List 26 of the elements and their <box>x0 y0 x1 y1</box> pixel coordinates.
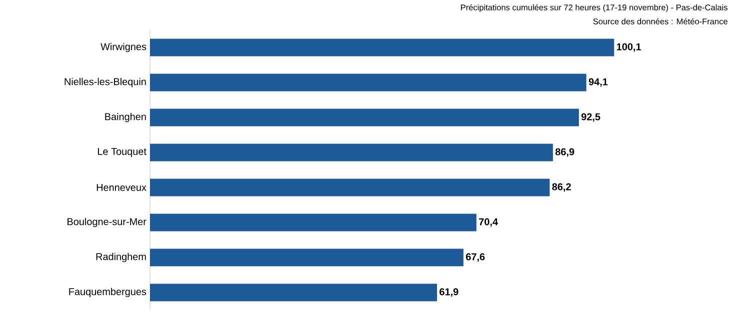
data-label: 94,1 <box>588 78 608 87</box>
bar <box>150 214 476 232</box>
bar <box>150 108 579 126</box>
bar <box>150 144 553 162</box>
data-label: 100,1 <box>616 43 641 52</box>
data-label: 86,9 <box>555 148 574 157</box>
source-note: Source des données : Météo-France <box>593 18 728 24</box>
bar <box>150 178 550 196</box>
data-label: 86,2 <box>552 183 571 192</box>
bar <box>150 38 614 56</box>
bar <box>150 248 464 266</box>
y-tick-label: Henneveux <box>96 184 146 191</box>
data-label: 92,5 <box>581 113 600 122</box>
y-tick-label: Boulogne-sur-Mer <box>68 218 146 228</box>
data-label: 70,4 <box>479 218 498 227</box>
y-tick-label: Nielles-les-Blequin <box>64 78 146 88</box>
y-tick-label: Fauquembergues <box>69 288 146 298</box>
data-label: 61,9 <box>440 288 458 297</box>
bar <box>150 74 586 92</box>
y-tick-label: Wirwignes <box>100 42 146 52</box>
bar <box>150 284 438 302</box>
y-tick-label: Radinghem <box>96 252 146 262</box>
y-tick-label: Le Touquet <box>98 148 146 157</box>
data-label: 67,6 <box>466 253 485 262</box>
y-tick-label: Bainghen <box>105 112 146 122</box>
chart-title: Précipitations cumulées sur 72 heures (17-19 novembre) - Pas-de-Calais <box>460 4 728 12</box>
